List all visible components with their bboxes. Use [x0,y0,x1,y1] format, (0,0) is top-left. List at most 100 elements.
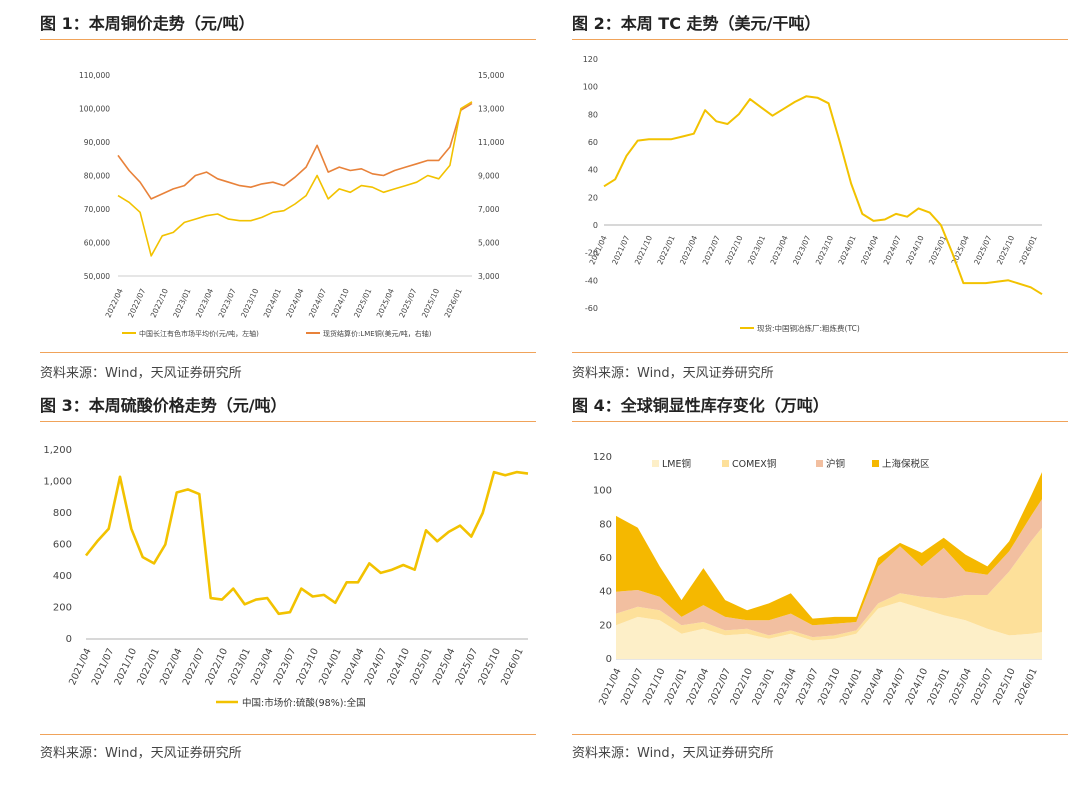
source-note: 资料来源：Wind，天风证券研究所 [40,366,242,381]
divider [572,421,1068,422]
x-tick-label: 2026/01 [442,287,463,319]
y-tick-label: 9,000 [478,172,500,181]
divider [40,734,536,735]
divider [572,734,1068,735]
x-tick-label: 2023/10 [239,287,260,319]
divider [40,421,536,422]
panel-title: 图 2：本周 TC 走势（美元/干吨） [572,14,821,33]
series-line-changjiang [117,101,473,257]
y-tick-label: 0 [606,654,612,665]
x-tick-label: 2022/01 [655,234,676,266]
y-tick-label: 100,000 [79,105,110,114]
x-tick-label: 2021/07 [610,234,631,266]
sulfuric-acid-chart: 02004006008001,0001,2002021/042021/07202… [43,445,529,709]
y-tick-label: 400 [53,571,72,582]
x-tick-label: 2025/07 [972,234,993,266]
panel-inventory: 图 4：全球铜显性库存变化（万吨） 0 20 40 60 80 100 120 2021/04… [572,392,1068,782]
y-tick-label: 15,000 [478,71,504,80]
y-tick-label: 80 [588,110,598,119]
y-tick-label: 80,000 [84,172,110,181]
series-line-sulfuric [84,470,529,616]
area-bonded [616,472,1042,626]
y-tick-label: 100 [593,486,612,497]
y-tick-label: 7,000 [478,205,500,214]
divider [572,352,1068,353]
x-tick-label: 2024/07 [882,234,903,266]
y-tick-label: 800 [53,508,72,519]
y-tick-label: 50,000 [84,272,110,281]
y-tick-label: 20 [588,193,598,202]
y-tick-label: 1,200 [43,445,72,456]
divider [572,39,1068,40]
panel-title: 图 3：本周硫酸价格走势（元/吨） [40,396,287,415]
x-tick-label: 2023/01 [171,287,192,319]
y-tick-label: 11,000 [478,138,504,147]
x-tick-label: 2024/01 [262,287,283,319]
x-tick-label: 2024/04 [859,234,880,266]
x-tick-label: 2022/07 [126,287,147,319]
x-tick-label: 2022/10 [723,234,744,266]
x-tick-label: 2025/10 [420,287,441,319]
area-comex [616,527,1042,641]
y-tick-label: 60 [599,553,612,564]
x-tick-label: 2022/07 [701,234,722,266]
x-tick-label: 2025/01 [927,234,948,266]
source-note: 资料来源：Wind，天风证券研究所 [572,366,774,381]
y-tick-label: 40 [588,166,598,175]
x-tick-label: 2025/04 [375,287,396,319]
x-tick-label: 2025/04 [950,234,971,266]
panel-copper-price: 图 1：本周铜价走势（元/吨） 50,000 60,000 70,000 80,000… [40,10,536,385]
y-tick-label: 70,000 [84,205,110,214]
y-tick-label: 13,000 [478,105,504,114]
y-tick-label: 60 [588,138,598,147]
divider [40,352,536,353]
legend-label: 中国长江有色市场平均价(元/吨，左轴) [139,329,259,338]
x-tick-label: 2024/10 [904,234,925,266]
x-tick-label: 2026/01 [499,647,526,687]
copper-price-chart: 50,000 60,000 70,000 80,000 90,000 100,000 110… [79,71,504,338]
inventory-chart: 0204060801001202021/042021/072021/102022… [593,452,1042,707]
y-tick-label: 120 [593,452,612,463]
y-tick-label: -60 [585,304,598,313]
area-lme [616,601,1042,659]
legend-label: 现货结算价:LME铜(美元/吨，右轴) [323,329,432,338]
y-tick-label: 0 [66,634,72,645]
y-tick-label: 100 [583,83,598,92]
y-tick-label: 600 [53,540,72,551]
x-tick-label: 2022/10 [149,287,170,319]
x-tick-label: 2023/10 [814,234,835,266]
x-tick-label: 2023/04 [194,287,215,319]
legend-label: 沪铜 [826,458,845,470]
x-tick-label: 2021/10 [633,234,654,266]
y-tick-label: 20 [599,620,612,631]
series-line-lme [117,102,473,200]
legend-swatch [652,460,659,467]
legend-label: 中国:市场价:硫酸(98%):全国 [242,697,366,709]
x-tick-label: 2022/04 [678,234,699,266]
panel-tc: 图 2：本周 TC 走势（美元/干吨） -60 -40 -20 0 20 40 60 80 10… [572,10,1068,385]
y-tick-label: 0 [593,221,598,230]
y-tick-label: 80 [599,519,612,530]
x-tick-label: 2025/07 [397,287,418,319]
y-tick-label: 3,000 [478,272,500,281]
divider [40,39,536,40]
legend-label: 上海保税区 [882,458,930,470]
y-tick-label: 120 [583,55,598,64]
source-note: 资料来源：Wind，天风证券研究所 [40,746,242,761]
x-tick-label: 2023/07 [791,234,812,266]
y-tick-label: 5,000 [478,239,500,248]
x-tick-label: 2025/10 [995,234,1016,266]
x-tick-label: 2023/04 [769,234,790,266]
x-tick-label: 2024/10 [329,287,350,319]
x-tick-label: 2023/01 [746,234,767,266]
x-tick-label: 2024/01 [836,234,857,266]
x-tick-label: 2022/04 [103,287,124,319]
y-tick-label: 90,000 [84,138,110,147]
legend-label: COMEX铜 [732,458,776,470]
x-tick-label: 2025/01 [352,287,373,319]
y-tick-label: 110,000 [79,71,110,80]
legend-swatch [722,460,729,467]
y-tick-label: 200 [53,603,72,614]
legend-label: 现货:中国铜冶炼厂:粗炼费(TC) [757,323,860,333]
